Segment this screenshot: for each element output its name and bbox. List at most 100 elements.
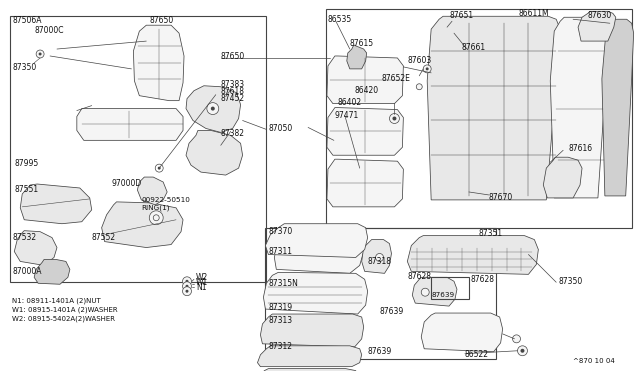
- Bar: [266, 228, 495, 359]
- Circle shape: [423, 65, 431, 73]
- Circle shape: [392, 116, 396, 121]
- Text: 86420: 86420: [355, 86, 379, 95]
- Circle shape: [186, 280, 189, 283]
- Circle shape: [376, 253, 383, 262]
- Text: 87670: 87670: [489, 193, 513, 202]
- Text: 87615: 87615: [350, 39, 374, 48]
- Polygon shape: [347, 45, 367, 69]
- Text: 87370: 87370: [268, 227, 292, 236]
- Polygon shape: [20, 184, 92, 224]
- Circle shape: [416, 84, 422, 90]
- Text: 97471: 97471: [335, 111, 359, 120]
- Polygon shape: [602, 19, 634, 196]
- Polygon shape: [34, 259, 70, 284]
- Circle shape: [182, 287, 191, 296]
- Text: 87628: 87628: [471, 275, 495, 284]
- Circle shape: [157, 167, 161, 170]
- Text: W2: W2: [196, 273, 208, 282]
- Text: W1: 08915-1401A (2)WASHER: W1: 08915-1401A (2)WASHER: [12, 307, 118, 313]
- Circle shape: [518, 346, 527, 356]
- Polygon shape: [550, 17, 610, 198]
- Text: 86611M: 86611M: [518, 9, 549, 18]
- Polygon shape: [327, 56, 403, 104]
- Circle shape: [211, 107, 215, 110]
- Polygon shape: [266, 224, 367, 257]
- Polygon shape: [260, 314, 364, 347]
- Polygon shape: [412, 277, 457, 306]
- Text: 87651: 87651: [449, 11, 473, 20]
- Polygon shape: [14, 231, 57, 265]
- Text: 97000D: 97000D: [111, 179, 142, 187]
- Polygon shape: [275, 232, 364, 273]
- Text: 87603: 87603: [407, 57, 431, 65]
- Circle shape: [520, 349, 524, 353]
- Text: 87639: 87639: [380, 307, 404, 315]
- Circle shape: [38, 52, 42, 55]
- Text: 87639: 87639: [431, 292, 454, 298]
- Polygon shape: [421, 313, 502, 352]
- Text: 86535: 86535: [328, 15, 352, 24]
- Text: 86522: 86522: [465, 350, 489, 359]
- Text: 87312: 87312: [268, 342, 292, 351]
- Text: 87000C: 87000C: [34, 26, 63, 35]
- Polygon shape: [138, 177, 167, 205]
- Circle shape: [186, 290, 189, 293]
- Circle shape: [36, 50, 44, 58]
- Text: 00922-50510: 00922-50510: [141, 197, 190, 203]
- Text: 87650: 87650: [221, 52, 245, 61]
- Polygon shape: [77, 109, 183, 140]
- Text: ^870 10 04: ^870 10 04: [573, 358, 615, 364]
- Text: 87661: 87661: [462, 42, 486, 52]
- Polygon shape: [257, 346, 362, 367]
- Polygon shape: [186, 86, 241, 132]
- Text: 87652E: 87652E: [381, 74, 410, 83]
- Text: 87313: 87313: [268, 317, 292, 326]
- Circle shape: [149, 211, 163, 225]
- Polygon shape: [427, 16, 560, 200]
- Circle shape: [426, 67, 429, 70]
- Bar: [431, 277, 469, 299]
- Text: 87351: 87351: [479, 229, 503, 238]
- Text: 87618: 87618: [221, 87, 244, 96]
- Polygon shape: [407, 235, 538, 274]
- Text: 86402: 86402: [338, 98, 362, 107]
- Text: 87050: 87050: [268, 124, 292, 133]
- Text: 87532: 87532: [12, 233, 36, 242]
- Text: W2: 08915-5402A(2)WASHER: W2: 08915-5402A(2)WASHER: [12, 316, 115, 322]
- Text: 87551: 87551: [14, 186, 38, 195]
- Text: RING(1): RING(1): [141, 205, 170, 211]
- Polygon shape: [255, 369, 358, 372]
- Polygon shape: [327, 159, 403, 207]
- Circle shape: [207, 103, 219, 115]
- Text: 87319: 87319: [268, 302, 292, 312]
- Circle shape: [421, 288, 429, 296]
- Text: 87318: 87318: [367, 257, 392, 266]
- Polygon shape: [578, 11, 616, 41]
- Polygon shape: [186, 131, 243, 175]
- Text: 87000A: 87000A: [12, 267, 42, 276]
- Text: 87350: 87350: [12, 63, 36, 73]
- Text: N1: 08911-1401A (2)NUT: N1: 08911-1401A (2)NUT: [12, 298, 101, 304]
- Polygon shape: [327, 108, 403, 155]
- Polygon shape: [362, 240, 392, 273]
- Text: 87452: 87452: [221, 94, 245, 103]
- Text: 87616: 87616: [568, 144, 592, 153]
- Text: 87315N: 87315N: [268, 279, 298, 288]
- Text: 87383: 87383: [221, 80, 245, 89]
- Text: 87350: 87350: [558, 277, 582, 286]
- Text: 87639: 87639: [367, 347, 392, 356]
- Bar: [326, 9, 632, 228]
- Text: 87552: 87552: [92, 233, 116, 242]
- Bar: [10, 16, 266, 282]
- Text: 87311: 87311: [268, 247, 292, 256]
- Text: W1: W1: [196, 278, 208, 287]
- Circle shape: [182, 282, 191, 291]
- Polygon shape: [264, 272, 367, 314]
- Text: 87628: 87628: [407, 272, 431, 281]
- Polygon shape: [102, 202, 183, 247]
- Text: 87630: 87630: [588, 11, 612, 20]
- Polygon shape: [133, 25, 184, 101]
- Circle shape: [390, 113, 399, 124]
- Circle shape: [186, 285, 189, 288]
- Text: 87382: 87382: [221, 129, 244, 138]
